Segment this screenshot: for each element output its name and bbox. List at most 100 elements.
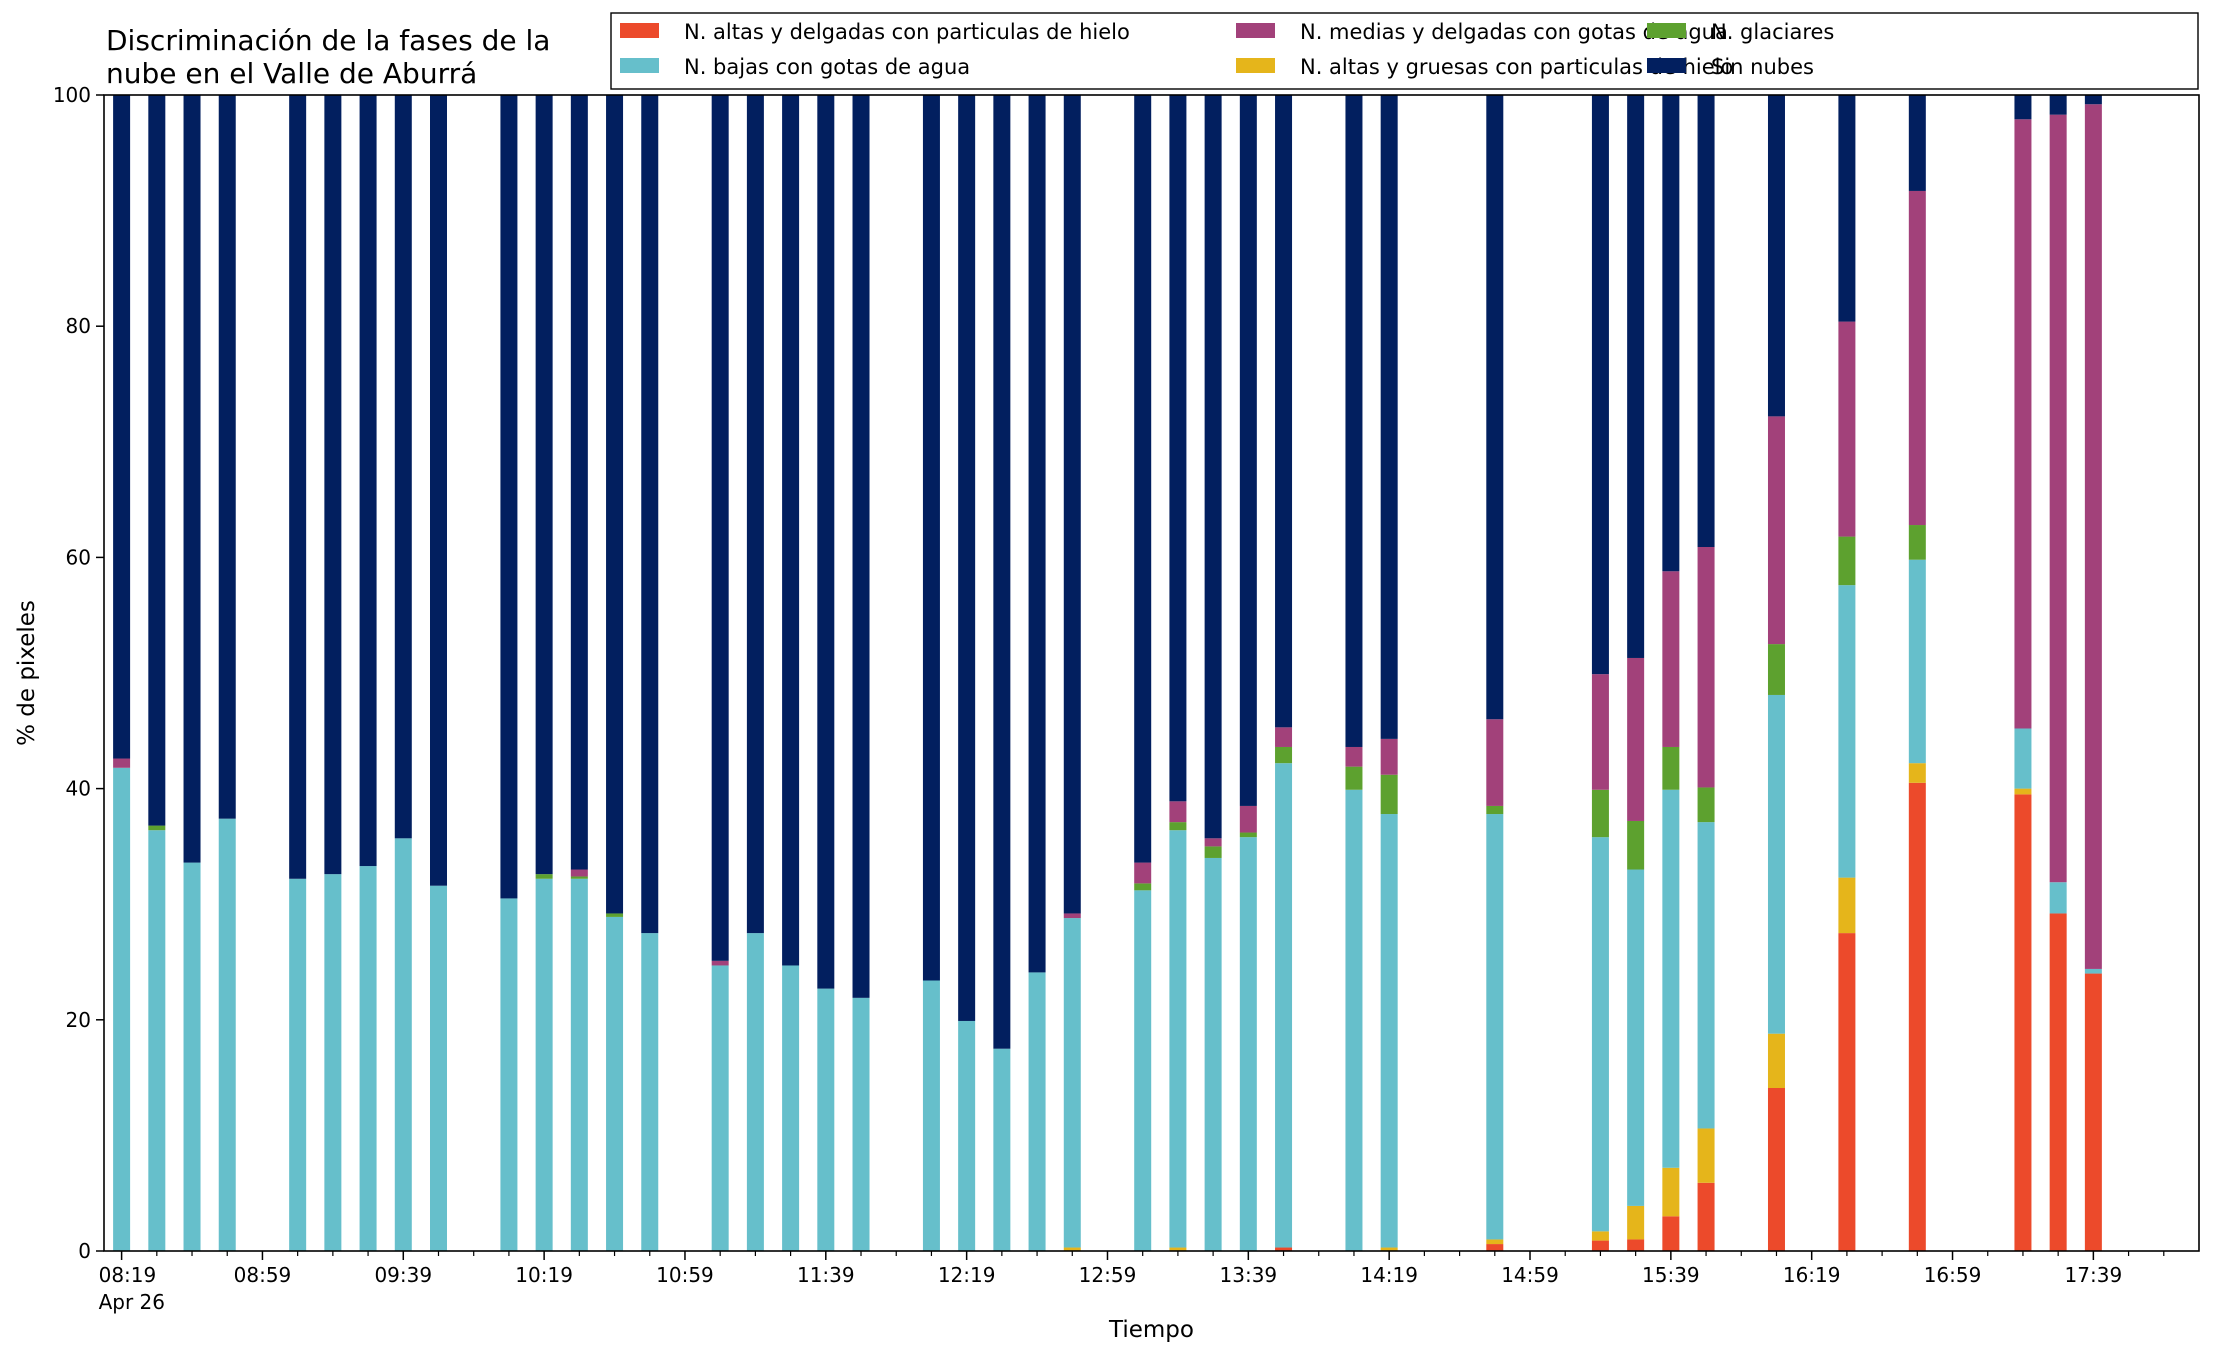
bar-segment — [183, 862, 201, 1251]
bar-segment — [1908, 559, 1926, 764]
bar-segment — [500, 898, 518, 1251]
bar-stack — [641, 95, 659, 1251]
bar-segment — [1838, 933, 1856, 1251]
bar-stack — [2049, 95, 2067, 1251]
bar-segment — [1134, 890, 1152, 1251]
bar-segment — [1591, 1240, 1609, 1251]
bar-segment — [1134, 883, 1152, 891]
bar-segment — [1627, 657, 1645, 821]
bar-segment — [1627, 1205, 1645, 1240]
bar-segment — [148, 825, 166, 831]
bar-segment — [958, 95, 976, 1021]
bar-segment — [1767, 416, 1785, 645]
bar-stack — [1591, 95, 1609, 1251]
bar-segment — [1380, 738, 1398, 775]
bar-stack — [1204, 95, 1222, 1251]
bar-segment — [324, 874, 342, 1251]
bar-stack — [289, 95, 307, 1251]
bar-segment — [1486, 95, 1504, 720]
bar-segment — [1169, 1247, 1187, 1251]
y-axis-label: % de pixeles — [14, 600, 40, 746]
bar-segment — [1486, 814, 1504, 1240]
bar-segment — [1169, 95, 1187, 802]
bar-stack — [852, 95, 870, 1251]
legend-label: N. bajas con gotas de agua — [684, 55, 970, 79]
bar-segment — [570, 95, 588, 870]
bar-segment — [1345, 95, 1363, 747]
bar-stack — [817, 95, 835, 1251]
x-tick-label: 15:39 — [1642, 1263, 1700, 1287]
bar-segment — [1169, 801, 1187, 823]
bar-segment — [606, 95, 624, 914]
bar-segment — [359, 866, 377, 1251]
bar-stack — [958, 95, 976, 1251]
bar-segment — [1838, 877, 1856, 934]
bar-stack — [2084, 95, 2102, 1251]
bar-segment — [1380, 814, 1398, 1248]
bar-segment — [1767, 694, 1785, 1034]
bar-stack — [113, 95, 131, 1251]
bar-segment — [535, 95, 553, 875]
bar-segment — [1028, 972, 1046, 1251]
bar-segment — [641, 933, 659, 1251]
bar-segment — [394, 838, 412, 1251]
legend-swatch — [1236, 58, 1275, 73]
bar-segment — [993, 95, 1011, 1049]
bar-segment — [1063, 1247, 1081, 1251]
legend-swatch — [1647, 58, 1686, 73]
bar-segment — [359, 95, 377, 867]
bar-segment — [1908, 525, 1926, 560]
bar-segment — [113, 767, 131, 1251]
legend-swatch — [620, 23, 659, 38]
x-tick-label: 13:39 — [1220, 1263, 1278, 1287]
legend-label: N. altas y delgadas con particulas de hi… — [684, 20, 1130, 44]
bar-stack — [746, 95, 764, 1251]
bar-stack — [148, 95, 166, 1251]
bar-segment — [113, 95, 131, 759]
bar-segment — [1627, 869, 1645, 1206]
plot-frame — [103, 94, 2200, 1252]
bar-segment — [1345, 789, 1363, 1251]
bar-segment — [2084, 973, 2102, 1251]
bar-segment — [1486, 1244, 1504, 1251]
bar-segment — [570, 876, 588, 879]
bar-segment — [817, 95, 835, 989]
legend-frame — [610, 12, 2199, 90]
bar-segment — [500, 95, 518, 899]
bar-segment — [1908, 763, 1926, 783]
bar-segment — [1275, 1247, 1293, 1251]
bar-segment — [1380, 774, 1398, 815]
bar-segment — [2014, 119, 2032, 729]
bar-segment — [711, 965, 729, 1251]
bar-stack — [1486, 95, 1504, 1251]
bar-stack — [500, 95, 518, 1251]
bar-stack — [1345, 95, 1363, 1251]
bar-segment — [1662, 789, 1680, 1168]
bar-segment — [817, 988, 835, 1251]
bar-segment — [1204, 846, 1222, 858]
bar-segment — [2049, 95, 2067, 115]
bar-stack — [922, 95, 940, 1251]
bar-segment — [1134, 95, 1152, 863]
bar-segment — [1204, 857, 1222, 1251]
bar-segment — [1239, 837, 1257, 1251]
bar-segment — [570, 878, 588, 1251]
bar-segment — [1838, 321, 1856, 537]
bar-segment — [1662, 1216, 1680, 1251]
bar-segment — [1908, 190, 1926, 526]
bar-stack — [1767, 95, 1785, 1251]
bar-stack — [1908, 95, 1926, 1251]
bar-segment — [2014, 95, 2032, 120]
bar-segment — [1908, 782, 1926, 1251]
bar-segment — [148, 95, 166, 826]
bar-segment — [1275, 763, 1293, 1248]
bar-segment — [1063, 918, 1081, 1248]
bar-segment — [1697, 822, 1715, 1129]
bar-segment — [1239, 805, 1257, 833]
bar-segment — [430, 885, 447, 1251]
x-tick-label: 12:59 — [1079, 1263, 1137, 1287]
bar-segment — [782, 95, 800, 966]
bar-segment — [2084, 104, 2102, 969]
bar-segment — [2014, 794, 2032, 1251]
bar-segment — [606, 913, 624, 917]
